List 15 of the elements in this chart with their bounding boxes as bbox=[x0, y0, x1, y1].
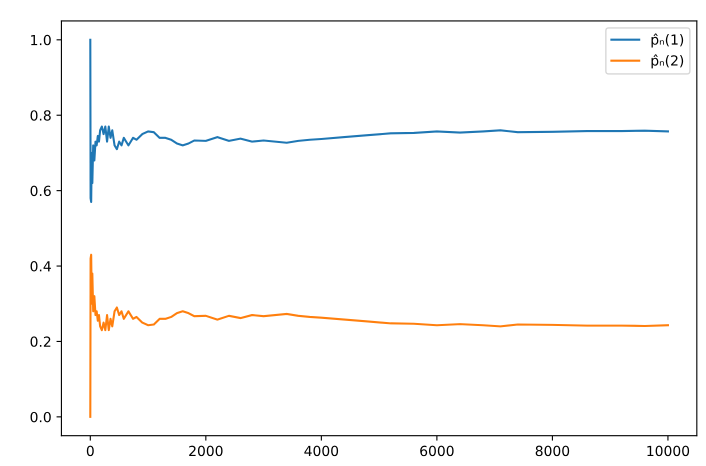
legend-label: p̂ₙ(2) bbox=[652, 54, 684, 68]
x-tick-label: 2000 bbox=[189, 446, 223, 456]
x-tick-label: 0 bbox=[86, 446, 94, 456]
x-tick-label: 6000 bbox=[420, 446, 454, 456]
y-tick-label: 0.2 bbox=[30, 336, 50, 347]
y-tick-label: 0.0 bbox=[30, 412, 51, 422]
x-tick-label: 10000 bbox=[647, 446, 690, 456]
x-tick-label: 4000 bbox=[304, 446, 338, 456]
y-tick-label: 0.4 bbox=[30, 261, 51, 272]
legend-label: p̂ₙ(1) bbox=[652, 33, 684, 48]
y-tick-label: 0.8 bbox=[30, 110, 51, 121]
line-series bbox=[89, 254, 669, 418]
y-tick-label: 0.6 bbox=[30, 186, 51, 196]
x-tick-label: 8000 bbox=[536, 446, 570, 456]
y-tick-label: 1.0 bbox=[31, 34, 51, 46]
